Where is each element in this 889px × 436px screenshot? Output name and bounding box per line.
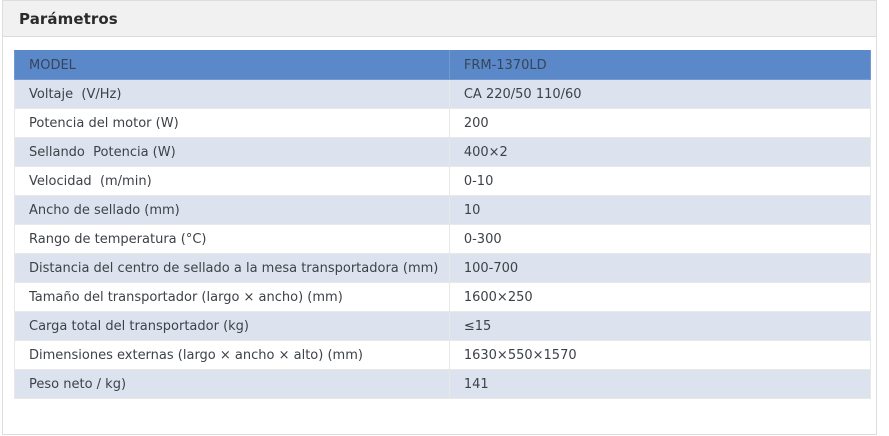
table-row: Voltaje (V/Hz) CA 220/50 110/60 <box>14 79 872 109</box>
param-label-cell: Rango de temperatura (°C) <box>14 224 450 254</box>
param-label-cell: Distancia del centro de sellado a la mes… <box>14 253 450 283</box>
param-label-cell: Potencia del motor (W) <box>14 108 450 138</box>
param-label-cell: Voltaje (V/Hz) <box>14 79 450 109</box>
param-value-cell: 0-10 <box>448 166 872 196</box>
model-header-cell: MODEL <box>14 50 450 80</box>
param-label-cell: Peso neto / kg) <box>14 369 450 399</box>
param-value-cell: 100-700 <box>448 253 872 283</box>
param-value-cell: CA 220/50 110/60 <box>448 79 872 109</box>
param-label-cell: Sellando Potencia (W) <box>14 137 450 167</box>
table-row: Velocidad (m/min) 0-10 <box>14 166 872 196</box>
param-value-cell: 200 <box>448 108 872 138</box>
table-row: Sellando Potencia (W) 400×2 <box>14 137 872 167</box>
parameters-table: MODEL FRM-1370LD Voltaje (V/Hz) CA 220/50… <box>14 50 872 399</box>
model-value-cell: FRM-1370LD <box>448 50 872 80</box>
table-row: Peso neto / kg) 141 <box>14 369 872 399</box>
table-header-row: MODEL FRM-1370LD <box>14 50 872 80</box>
param-value-cell: ≤15 <box>448 311 872 341</box>
table-row: Rango de temperatura (°C) 0-300 <box>14 224 872 254</box>
param-label-cell: Dimensiones externas (largo × ancho × al… <box>14 340 450 370</box>
param-label-cell: Velocidad (m/min) <box>14 166 450 196</box>
param-value-cell: 0-300 <box>448 224 872 254</box>
table-row: Ancho de sellado (mm) 10 <box>14 195 872 225</box>
panel-body: MODEL FRM-1370LD Voltaje (V/Hz) CA 220/50… <box>3 37 876 399</box>
table-row: Dimensiones externas (largo × ancho × al… <box>14 340 872 370</box>
param-label-cell: Tamaño del transportador (largo × ancho)… <box>14 282 450 312</box>
table-row: Potencia del motor (W) 200 <box>14 108 872 138</box>
param-value-cell: 141 <box>448 369 872 399</box>
panel-title: Parámetros <box>19 9 118 28</box>
table-row: Tamaño del transportador (largo × ancho)… <box>14 282 872 312</box>
table-row: Distancia del centro de sellado a la mes… <box>14 253 872 283</box>
panel-header: Parámetros <box>3 1 876 37</box>
param-label-cell: Carga total del transportador (kg) <box>14 311 450 341</box>
param-value-cell: 400×2 <box>448 137 872 167</box>
param-label-cell: Ancho de sellado (mm) <box>14 195 450 225</box>
param-value-cell: 10 <box>448 195 872 225</box>
table-body: Voltaje (V/Hz) CA 220/50 110/60 Potencia d… <box>14 79 872 399</box>
param-value-cell: 1600×250 <box>448 282 872 312</box>
param-value-cell: 1630×550×1570 <box>448 340 872 370</box>
table-row: Carga total del transportador (kg) ≤15 <box>14 311 872 341</box>
